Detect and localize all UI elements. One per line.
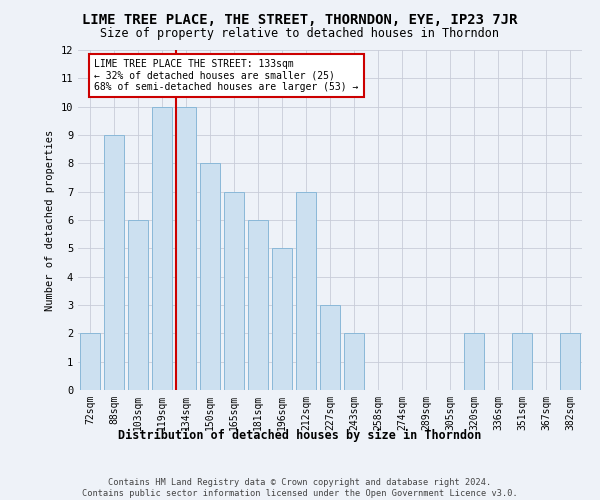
Bar xyxy=(512,334,532,390)
Bar xyxy=(248,220,268,390)
Bar xyxy=(560,334,580,390)
Bar xyxy=(104,135,124,390)
Text: LIME TREE PLACE, THE STREET, THORNDON, EYE, IP23 7JR: LIME TREE PLACE, THE STREET, THORNDON, E… xyxy=(82,12,518,26)
Bar xyxy=(464,334,484,390)
Bar xyxy=(320,305,340,390)
Bar xyxy=(272,248,292,390)
Y-axis label: Number of detached properties: Number of detached properties xyxy=(45,130,55,310)
Bar xyxy=(224,192,244,390)
Text: Distribution of detached houses by size in Thorndon: Distribution of detached houses by size … xyxy=(118,430,482,442)
Text: Size of property relative to detached houses in Thorndon: Size of property relative to detached ho… xyxy=(101,28,499,40)
Text: Contains HM Land Registry data © Crown copyright and database right 2024.
Contai: Contains HM Land Registry data © Crown c… xyxy=(82,478,518,498)
Bar xyxy=(128,220,148,390)
Bar xyxy=(80,334,100,390)
Text: LIME TREE PLACE THE STREET: 133sqm
← 32% of detached houses are smaller (25)
68%: LIME TREE PLACE THE STREET: 133sqm ← 32%… xyxy=(94,58,359,92)
Bar xyxy=(176,106,196,390)
Bar xyxy=(296,192,316,390)
Bar xyxy=(200,164,220,390)
Bar xyxy=(152,106,172,390)
Bar xyxy=(344,334,364,390)
